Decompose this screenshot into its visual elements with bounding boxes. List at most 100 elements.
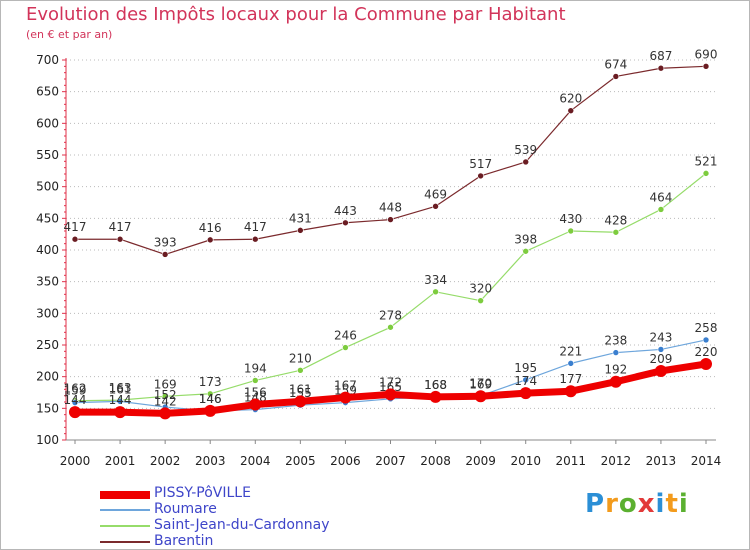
- data-label-roumare: 195: [514, 361, 537, 375]
- logo-letter: i: [678, 489, 689, 519]
- data-point-pissy-p-ville: [204, 404, 217, 417]
- data-label-barentin: 620: [559, 92, 582, 106]
- data-point-roumare: [71, 399, 79, 406]
- data-point-pissy-p-ville: [429, 390, 442, 403]
- data-point-pissy-p-ville: [69, 406, 81, 419]
- x-tick-label: 2013: [646, 454, 677, 468]
- data-point-pissy-p-ville: [654, 364, 667, 377]
- data-point-pissy-p-ville: [519, 387, 532, 400]
- data-label-barentin: 416: [199, 221, 222, 235]
- x-tick-label: 2006: [330, 454, 361, 468]
- data-point-pissy-p-ville: [384, 388, 397, 401]
- data-label-barentin: 690: [695, 47, 718, 61]
- logo-letter: i: [655, 489, 666, 519]
- data-label-pissy-p-ville: 144: [109, 393, 132, 407]
- chart-subtitle: (en € et par an): [26, 28, 113, 41]
- data-point-barentin: [477, 172, 484, 180]
- data-label-roumare: 170: [469, 377, 492, 391]
- data-point-barentin: [342, 219, 349, 227]
- x-tick-label: 2007: [375, 454, 406, 468]
- data-label-roumare: 146: [199, 392, 222, 406]
- data-label-barentin: 417: [109, 220, 132, 234]
- y-tick-label: 150: [36, 401, 59, 415]
- data-label-barentin: 517: [469, 157, 492, 171]
- proxiti-logo: Proxiti: [585, 489, 689, 519]
- y-tick-label: 450: [36, 211, 59, 225]
- logo-letter: x: [637, 489, 656, 519]
- line-chart: 100 150 200 250 300 350 400 450 500 550 600 650 700 2…: [36, 47, 722, 468]
- data-label-saint-jean-du-cardonnay: 163: [109, 381, 132, 395]
- data-label-saint-jean-du-cardonnay: 173: [199, 375, 222, 389]
- data-label-pissy-p-ville: 156: [244, 386, 267, 400]
- data-point-saint-jean-du-cardonnay: [702, 170, 710, 177]
- data-label-saint-jean-du-cardonnay: 162: [64, 382, 87, 396]
- y-tick-label: 600: [36, 116, 59, 130]
- data-label-roumare: 159: [64, 384, 87, 398]
- x-tick-label: 2002: [150, 454, 181, 468]
- y-tick-label: 250: [36, 338, 59, 352]
- data-point-barentin: [657, 64, 665, 72]
- legend-label-pissy: PISSY-PôVILLE: [154, 485, 251, 501]
- x-tick-label: 2000: [60, 454, 91, 468]
- data-label-roumare: 168: [424, 378, 447, 392]
- data-label-barentin: 448: [379, 201, 402, 215]
- legend-label-barentin: Barentin: [154, 533, 214, 549]
- data-point-roumare: [657, 346, 665, 353]
- data-label-saint-jean-du-cardonnay: 169: [154, 377, 177, 391]
- data-point-saint-jean-du-cardonnay: [342, 344, 349, 351]
- data-label-roumare: 243: [649, 330, 672, 344]
- data-label-saint-jean-du-cardonnay: 334: [424, 273, 447, 287]
- data-label-saint-jean-du-cardonnay: 210: [289, 351, 312, 365]
- data-point-saint-jean-du-cardonnay: [251, 377, 259, 384]
- data-point-barentin: [161, 251, 169, 258]
- logo-letter: P: [585, 489, 606, 519]
- data-point-barentin: [522, 158, 530, 166]
- x-tick-label: 2011: [556, 454, 587, 468]
- data-point-pissy-p-ville: [609, 375, 622, 388]
- data-point-barentin: [612, 73, 620, 80]
- data-point-barentin: [297, 227, 304, 234]
- data-point-pissy-p-ville: [114, 406, 127, 419]
- y-tick-label: 400: [36, 243, 59, 257]
- data-point-pissy-p-ville: [700, 358, 712, 370]
- x-tick-label: 2004: [240, 454, 271, 468]
- data-point-roumare: [522, 376, 530, 384]
- data-point-pissy-p-ville: [339, 391, 352, 404]
- data-label-pissy-p-ville: 220: [695, 345, 718, 359]
- y-tick-label: 200: [36, 370, 59, 384]
- y-tick-label: 300: [36, 306, 59, 320]
- data-point-saint-jean-du-cardonnay: [612, 228, 620, 236]
- data-label-pissy-p-ville: 142: [154, 394, 177, 408]
- y-tick-label: 700: [36, 53, 59, 67]
- logo-letter: r: [605, 489, 619, 519]
- data-point-pissy-p-ville: [564, 385, 577, 398]
- data-point-saint-jean-du-cardonnay: [387, 323, 394, 331]
- data-point-roumare: [702, 336, 710, 344]
- data-point-barentin: [251, 235, 259, 243]
- data-label-pissy-p-ville: 177: [559, 372, 582, 386]
- data-point-pissy-p-ville: [474, 390, 487, 403]
- data-label-saint-jean-du-cardonnay: 398: [514, 232, 537, 246]
- x-tick-label: 2003: [195, 454, 226, 468]
- y-tick-label: 350: [36, 275, 59, 289]
- y-tick-label: 100: [36, 433, 59, 447]
- data-point-roumare: [612, 349, 620, 356]
- x-tick-label: 2014: [691, 454, 722, 468]
- data-point-saint-jean-du-cardonnay: [477, 297, 484, 304]
- data-point-roumare: [116, 398, 124, 405]
- data-label-roumare: 161: [109, 382, 132, 396]
- y-tick-label: 500: [36, 180, 59, 194]
- data-label-saint-jean-du-cardonnay: 521: [695, 154, 718, 168]
- data-label-barentin: 431: [289, 211, 312, 225]
- data-label-barentin: 469: [424, 187, 447, 201]
- data-point-saint-jean-du-cardonnay: [657, 206, 665, 213]
- x-tick-label: 2008: [420, 454, 451, 468]
- data-label-pissy-p-ville: 174: [514, 374, 537, 388]
- chart-title: Evolution des Impôts locaux pour la Comm…: [26, 4, 566, 25]
- data-point-saint-jean-du-cardonnay: [161, 392, 169, 400]
- data-label-roumare: 155: [289, 386, 312, 400]
- data-label-saint-jean-du-cardonnay: 194: [244, 361, 267, 375]
- data-label-barentin: 539: [514, 143, 537, 157]
- data-label-saint-jean-du-cardonnay: 246: [334, 329, 357, 343]
- data-label-roumare: 221: [559, 344, 582, 358]
